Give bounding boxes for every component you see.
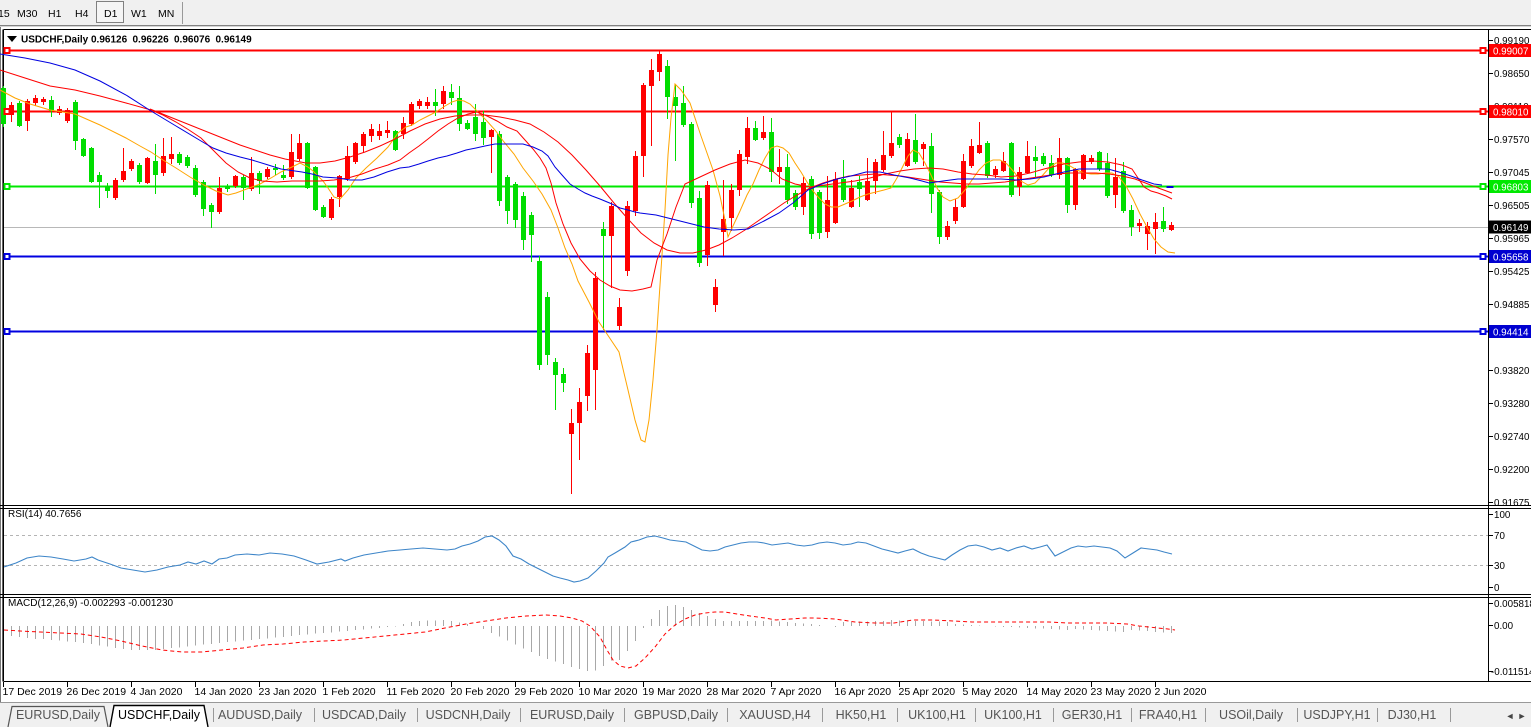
svg-text:0: 0 — [1494, 583, 1500, 594]
svg-text:16 Apr 2020: 16 Apr 2020 — [835, 686, 892, 698]
svg-text:2 Jun 2020: 2 Jun 2020 — [1155, 686, 1207, 698]
svg-text:19 Mar 2020: 19 Mar 2020 — [643, 686, 702, 698]
svg-text:0.92740: 0.92740 — [1494, 432, 1530, 443]
svg-text:0.96505: 0.96505 — [1494, 201, 1530, 212]
svg-text:AUDUSD,Daily: AUDUSD,Daily — [218, 708, 303, 722]
svg-text:0.005818: 0.005818 — [1494, 599, 1531, 610]
svg-text:USDCHF,Daily: USDCHF,Daily — [118, 708, 201, 722]
svg-text:25 Apr 2020: 25 Apr 2020 — [899, 686, 956, 698]
svg-text:USDCHF,Daily: USDCHF,Daily — [21, 35, 89, 46]
svg-text:USDCNH,Daily: USDCNH,Daily — [426, 708, 511, 722]
svg-text:0.94885: 0.94885 — [1494, 300, 1530, 311]
svg-text:26 Dec 2019: 26 Dec 2019 — [67, 686, 127, 698]
svg-text:0.96226: 0.96226 — [133, 35, 170, 46]
svg-text:0.95965: 0.95965 — [1494, 234, 1530, 245]
svg-text:EURUSD,Daily: EURUSD,Daily — [530, 708, 615, 722]
svg-text:14 Jan 2020: 14 Jan 2020 — [195, 686, 253, 698]
svg-text:0.96076: 0.96076 — [174, 35, 211, 46]
svg-text:FRA40,H1: FRA40,H1 — [1139, 708, 1197, 722]
svg-text:0.96803: 0.96803 — [1493, 182, 1529, 193]
svg-text:0.91675: 0.91675 — [1494, 498, 1530, 509]
svg-text:D1: D1 — [104, 8, 118, 20]
svg-text:►: ► — [1518, 711, 1527, 721]
svg-text:17 Dec 2019: 17 Dec 2019 — [3, 686, 63, 698]
svg-text:0.97045: 0.97045 — [1494, 168, 1530, 179]
svg-text:11 Feb 2020: 11 Feb 2020 — [387, 686, 445, 698]
svg-text:USDJPY,H1: USDJPY,H1 — [1303, 708, 1370, 722]
svg-text:0.98650: 0.98650 — [1494, 69, 1530, 80]
svg-text:20 Feb 2020: 20 Feb 2020 — [451, 686, 510, 698]
svg-text:MACD(12,26,9) -0.002293 -0.001: MACD(12,26,9) -0.002293 -0.001230 — [8, 598, 174, 609]
svg-text:0.96126: 0.96126 — [91, 35, 128, 46]
svg-text:H1: H1 — [48, 8, 62, 20]
svg-text:15: 15 — [0, 8, 10, 20]
svg-text:GBPUSD,Daily: GBPUSD,Daily — [634, 708, 719, 722]
svg-text:0.93820: 0.93820 — [1494, 366, 1530, 377]
svg-text:DJ30,H1: DJ30,H1 — [1388, 708, 1437, 722]
svg-text:EURUSD,Daily: EURUSD,Daily — [16, 708, 101, 722]
svg-text:0.92200: 0.92200 — [1494, 465, 1530, 476]
svg-text:USOil,Daily: USOil,Daily — [1219, 708, 1284, 722]
svg-text:MN: MN — [158, 8, 174, 20]
svg-text:1 Feb 2020: 1 Feb 2020 — [323, 686, 376, 698]
svg-text:HK50,H1: HK50,H1 — [836, 708, 887, 722]
svg-text:0.00: 0.00 — [1494, 621, 1514, 632]
svg-text:30: 30 — [1494, 561, 1505, 572]
svg-text:23 May 2020: 23 May 2020 — [1091, 686, 1152, 698]
svg-text:0.96149: 0.96149 — [1493, 223, 1528, 234]
svg-text:4 Jan 2020: 4 Jan 2020 — [131, 686, 183, 698]
svg-text:14 May 2020: 14 May 2020 — [1027, 686, 1088, 698]
svg-text:10 Mar 2020: 10 Mar 2020 — [579, 686, 638, 698]
svg-text:0.99007: 0.99007 — [1493, 46, 1528, 57]
svg-text:100: 100 — [1494, 510, 1511, 521]
svg-text:0.95658: 0.95658 — [1493, 252, 1529, 263]
svg-text:XAUUSD,H4: XAUUSD,H4 — [739, 708, 811, 722]
svg-text:29 Feb 2020: 29 Feb 2020 — [515, 686, 574, 698]
svg-text:5 May 2020: 5 May 2020 — [963, 686, 1018, 698]
svg-text:◄: ◄ — [1506, 711, 1515, 721]
svg-text:0.98010: 0.98010 — [1493, 107, 1529, 118]
svg-text:UK100,H1: UK100,H1 — [984, 708, 1042, 722]
svg-text:RSI(14) 40.7656: RSI(14) 40.7656 — [8, 509, 82, 520]
svg-text:23 Jan 2020: 23 Jan 2020 — [259, 686, 317, 698]
svg-text:W1: W1 — [131, 8, 147, 20]
svg-text:70: 70 — [1494, 531, 1505, 542]
svg-text:0.93280: 0.93280 — [1494, 399, 1530, 410]
svg-text:-0.011514: -0.011514 — [1491, 667, 1531, 678]
svg-text:0.97570: 0.97570 — [1494, 135, 1530, 146]
svg-text:0.95425: 0.95425 — [1494, 267, 1530, 278]
svg-text:H4: H4 — [75, 8, 89, 20]
svg-text:USDCAD,Daily: USDCAD,Daily — [322, 708, 407, 722]
svg-text:UK100,H1: UK100,H1 — [908, 708, 966, 722]
svg-text:0.99190: 0.99190 — [1494, 36, 1530, 47]
svg-text:GER30,H1: GER30,H1 — [1062, 708, 1122, 722]
svg-text:M30: M30 — [17, 8, 38, 20]
svg-text:0.96149: 0.96149 — [216, 35, 253, 46]
svg-text:28 Mar 2020: 28 Mar 2020 — [707, 686, 766, 698]
svg-text:7 Apr 2020: 7 Apr 2020 — [771, 686, 822, 698]
svg-text:0.94414: 0.94414 — [1493, 327, 1529, 338]
